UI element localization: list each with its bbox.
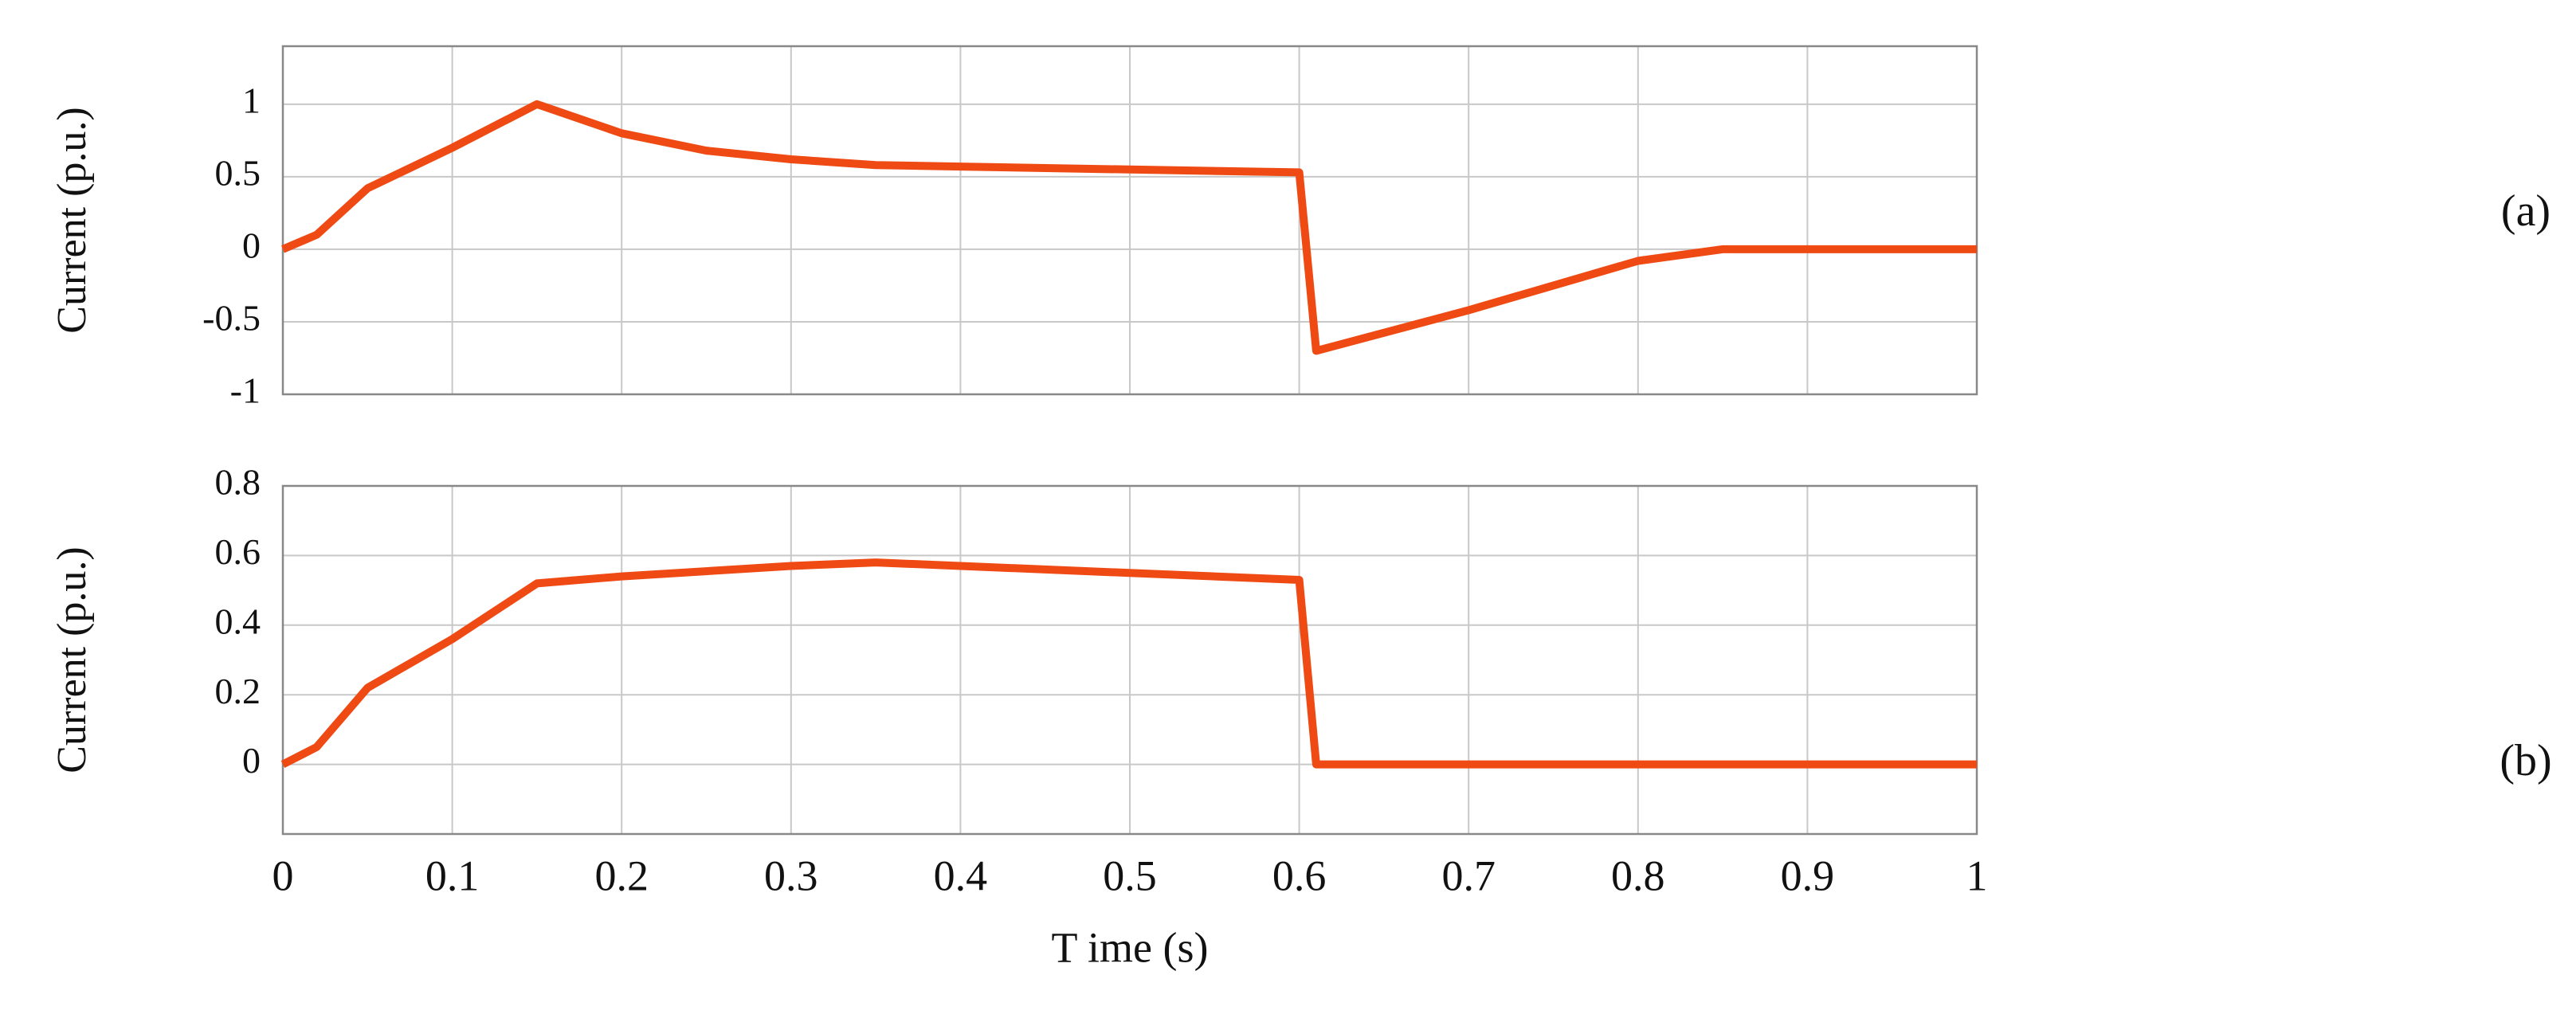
panel-label: (b): [2500, 736, 2551, 785]
x-tick-label: 0: [272, 852, 294, 899]
x-tick-label: 1: [1966, 852, 1988, 899]
panel-label: (a): [2501, 186, 2551, 236]
plot-frame: [281, 484, 1978, 836]
y-tick-label: 1: [242, 80, 261, 120]
y-tick-label: -0.5: [202, 298, 261, 339]
data-line: [281, 100, 1977, 355]
y-tick-label: 0.6: [215, 531, 261, 572]
x-tick-label: 0.3: [764, 852, 818, 899]
y-tick-label: 0.8: [215, 462, 261, 503]
y-tick-label: -1: [230, 370, 261, 411]
x-tick-label: 0.2: [594, 852, 649, 899]
y-tick-label: 0.4: [215, 601, 261, 641]
x-axis-label: T ime (s): [1052, 923, 1209, 971]
y-tick-label: 0.2: [215, 671, 261, 711]
y-tick-label: 0: [242, 225, 261, 265]
x-tick-label: 0.8: [1611, 852, 1665, 899]
y-axis-label: Current (p.u.): [49, 107, 95, 333]
plot-frame: [281, 45, 1978, 396]
x-tick-label: 0.6: [1272, 852, 1327, 899]
x-tick-label: 0.5: [1103, 852, 1157, 899]
y-axis-label: Current (p.u.): [49, 546, 95, 773]
y-tick-label: 0: [242, 740, 261, 781]
y-tick-label: 0.5: [215, 152, 261, 193]
data-line: [280, 558, 1977, 769]
x-tick-label: 0.1: [425, 852, 480, 899]
x-tick-label: 0.9: [1781, 852, 1835, 899]
x-tick-label: 0.4: [934, 852, 988, 899]
x-tick-label: 0.7: [1441, 852, 1496, 899]
